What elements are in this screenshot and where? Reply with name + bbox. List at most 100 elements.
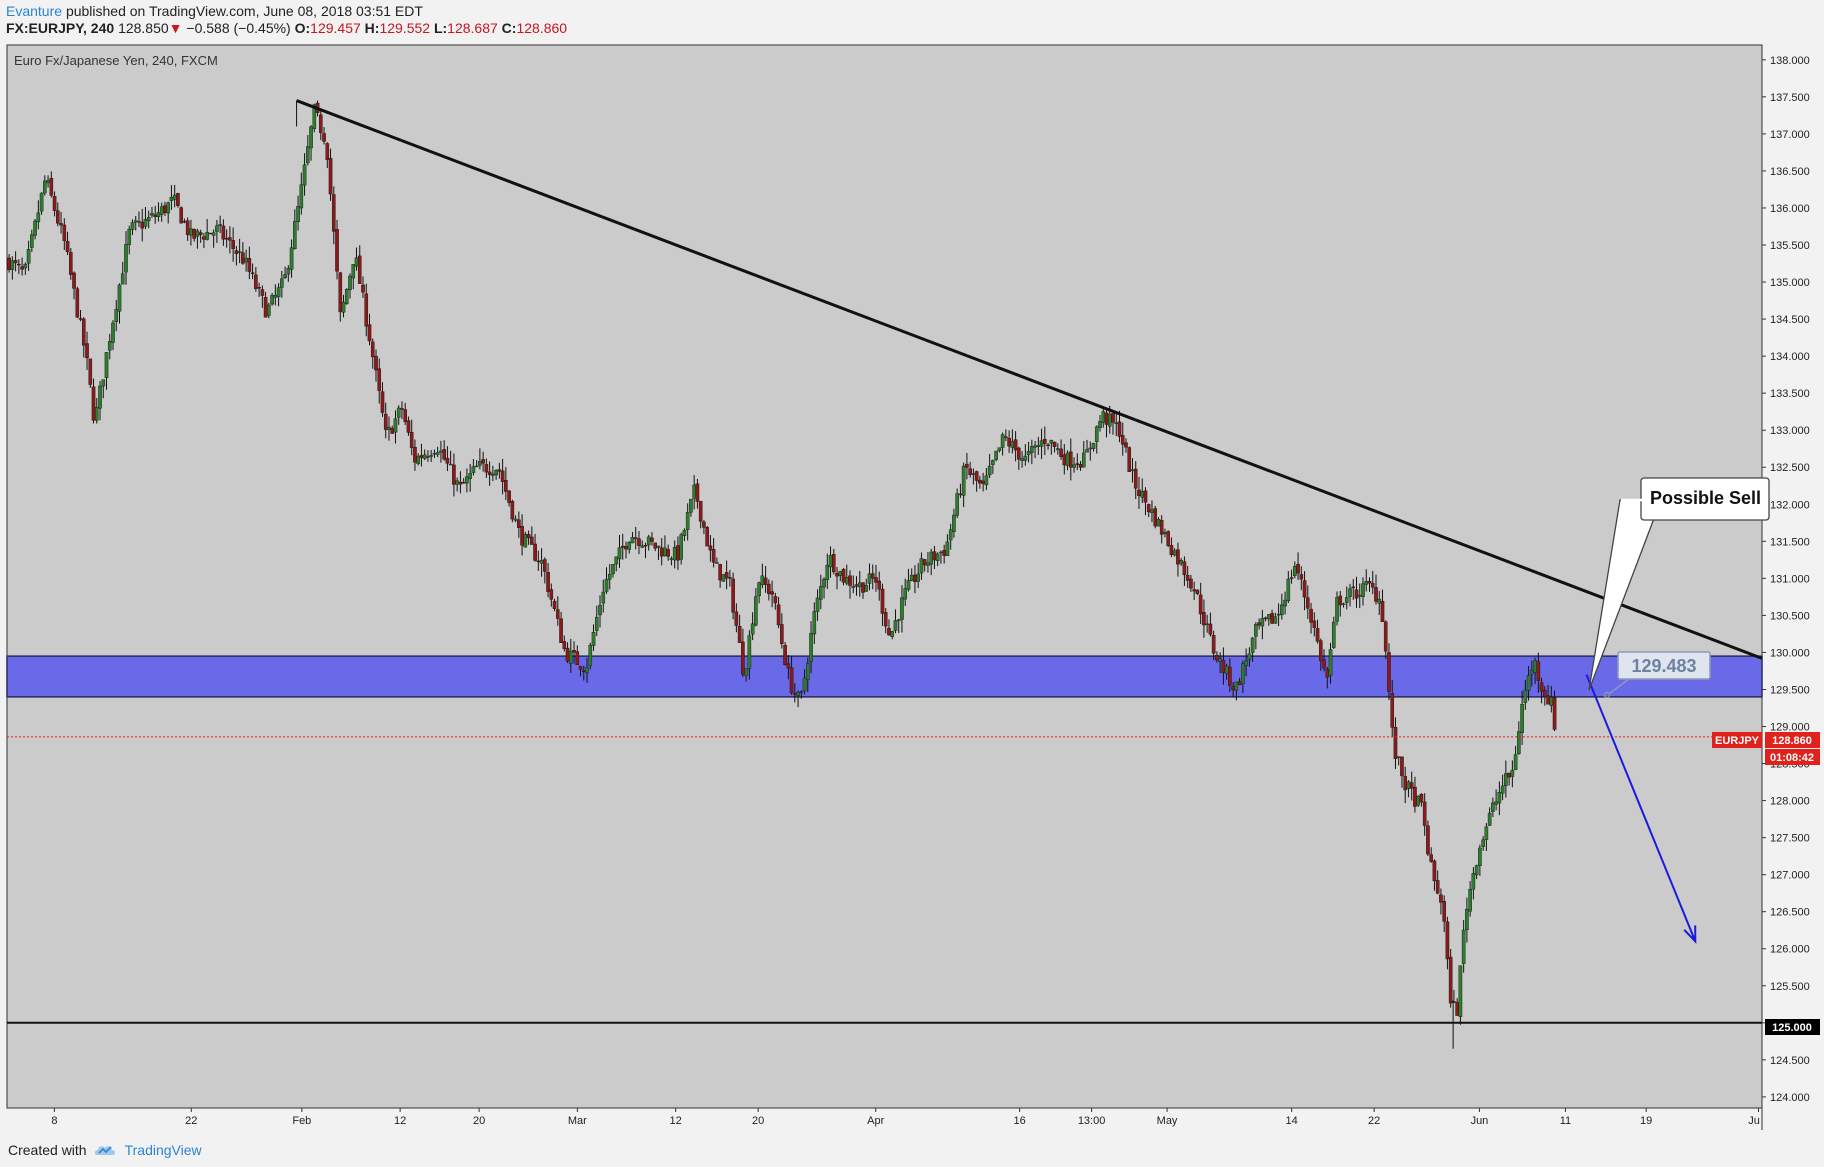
candle-down <box>767 583 771 594</box>
x-tick-label: 8 <box>51 1115 57 1127</box>
y-tick-label: 129.500 <box>1770 684 1810 696</box>
candle-up <box>1364 581 1369 585</box>
candle-down <box>1231 686 1235 691</box>
price-tag-text: 128.860 <box>1772 735 1812 747</box>
candle-down <box>507 490 511 503</box>
candle-up <box>1039 440 1044 447</box>
candle-down <box>575 651 580 665</box>
candle-down <box>1546 695 1550 705</box>
candle-up <box>1224 665 1229 674</box>
candle-up <box>195 230 200 237</box>
candle-down <box>81 318 86 346</box>
symbol-label: FX:EURJPY, 240 <box>6 20 115 36</box>
candle-up <box>692 484 696 499</box>
candle-up <box>1247 653 1252 660</box>
y-tick-label: 132.000 <box>1770 499 1810 511</box>
candle-down <box>887 628 891 636</box>
candle-down <box>1429 854 1433 862</box>
countdown-tag-box <box>1765 749 1820 765</box>
drawn-lines[interactable] <box>7 99 1763 1024</box>
candle-up <box>306 146 310 164</box>
candle-down <box>1153 508 1158 527</box>
candle-down <box>978 479 982 484</box>
resistance-zone[interactable] <box>6 655 1763 698</box>
candle-down <box>1338 595 1343 606</box>
candle-down <box>1370 583 1375 588</box>
low-label: L: <box>433 20 448 36</box>
candle-up <box>1468 888 1472 912</box>
author-link[interactable]: Evanture <box>6 3 63 19</box>
descending-trendline[interactable] <box>296 99 1763 660</box>
candle-up <box>468 473 472 479</box>
possible-sell-callout[interactable]: Possible Sell <box>1588 477 1770 691</box>
candle-down <box>234 250 239 254</box>
candle-up <box>302 164 307 186</box>
x-tick-label: 20 <box>473 1115 485 1127</box>
candle-up <box>1331 621 1336 648</box>
candle-down <box>1426 825 1430 855</box>
open-label: O: <box>294 20 311 36</box>
candle-down <box>1169 545 1174 555</box>
candle-up <box>124 244 128 273</box>
candle-up <box>1254 624 1258 637</box>
resistance-zone-band[interactable] <box>6 655 1763 698</box>
candle-down <box>659 547 664 557</box>
candle-up <box>601 591 606 604</box>
candle-up <box>1244 660 1248 666</box>
candle-up <box>809 633 813 663</box>
candle-down <box>400 408 404 410</box>
candle-down <box>260 289 265 296</box>
candle-down <box>257 287 261 289</box>
candle-up <box>494 470 498 476</box>
zone-price-label[interactable]: 129.483 <box>1603 651 1711 699</box>
candle-up <box>1361 583 1365 597</box>
candle-up <box>435 452 440 455</box>
candle-up <box>961 465 966 496</box>
candle-up <box>293 221 297 250</box>
candle-up <box>857 582 862 588</box>
candle-down <box>1312 620 1317 628</box>
candle-down <box>835 572 839 577</box>
candle-down <box>1263 617 1268 620</box>
candle-down <box>192 228 196 239</box>
candle-down <box>78 318 83 320</box>
candle-up <box>994 450 998 460</box>
candle-up <box>1458 965 1463 1017</box>
candle-down <box>530 536 534 545</box>
candle-up <box>107 341 112 351</box>
candle-down <box>1439 894 1443 903</box>
candle-down <box>153 214 158 217</box>
projection-arrow[interactable] <box>1585 674 1697 942</box>
candle-down <box>841 569 846 583</box>
candle-up <box>663 547 667 557</box>
candle-down <box>1306 597 1310 609</box>
candle-down <box>793 693 797 695</box>
candle-up <box>614 556 619 565</box>
candle-down <box>487 471 492 475</box>
plot-area[interactable] <box>6 44 1763 1109</box>
y-tick-label: 129.000 <box>1770 722 1810 734</box>
time-axis[interactable] <box>7 1108 1762 1130</box>
tradingview-link[interactable]: TradingView <box>124 1142 202 1158</box>
candle-up <box>39 192 44 212</box>
price-axis[interactable] <box>1762 45 1822 1108</box>
candle-up <box>1286 578 1291 601</box>
candle-up <box>111 322 115 343</box>
candle-up <box>283 274 287 278</box>
candle-up <box>1250 637 1255 653</box>
candle-up <box>393 418 398 433</box>
candle-up <box>416 455 420 465</box>
candle-up <box>478 461 482 466</box>
candle-down <box>1166 531 1170 546</box>
candle-up <box>689 498 693 513</box>
candle-up <box>750 623 755 635</box>
y-tick-label: 124.500 <box>1770 1055 1810 1067</box>
candle-up <box>1267 614 1271 620</box>
candle-down <box>1448 956 1453 1004</box>
close-label: C: <box>501 20 517 36</box>
candle-down <box>325 143 330 160</box>
candle-down <box>17 263 21 266</box>
y-tick-label: 133.000 <box>1770 425 1810 437</box>
candle-up <box>289 247 294 270</box>
